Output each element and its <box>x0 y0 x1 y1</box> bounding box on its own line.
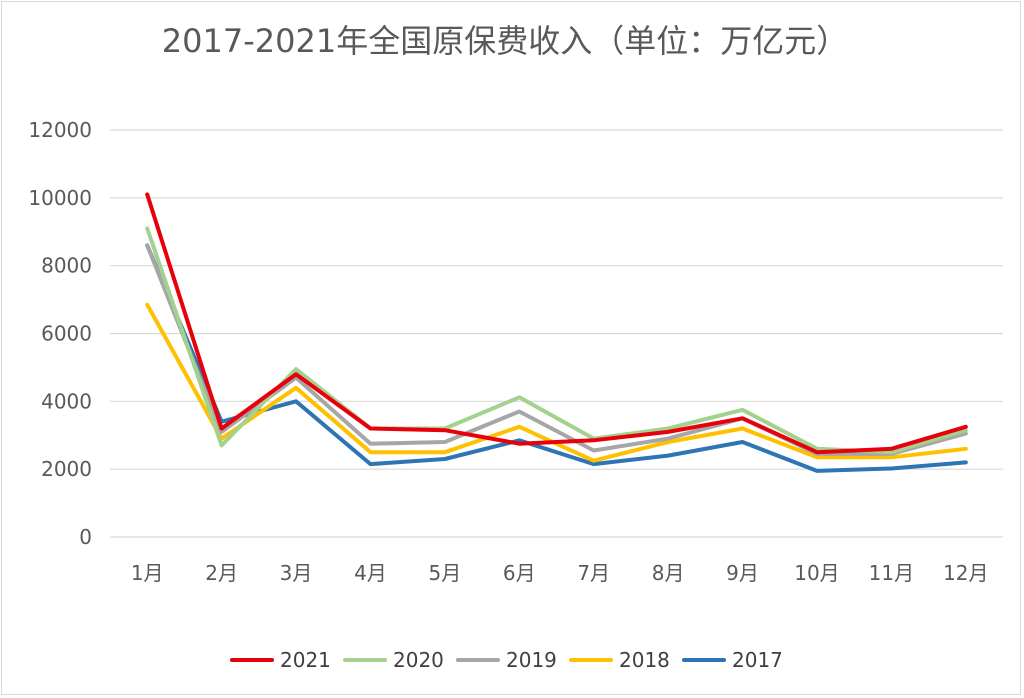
series-lines <box>145 192 968 473</box>
y-tick-label: 0 <box>79 525 92 549</box>
x-tick-label: 4月 <box>354 561 387 585</box>
x-tick-label: 10月 <box>794 561 839 585</box>
y-tick-label: 12000 <box>28 118 92 142</box>
grid-lines <box>110 129 1003 538</box>
series-line-2021 <box>145 192 968 455</box>
x-tick-label: 2月 <box>205 561 238 585</box>
legend-label-2020: 2020 <box>393 648 444 672</box>
legend: 2021 2020 2019 2018 2017 <box>230 648 783 672</box>
x-tick-label: 12月 <box>943 561 988 585</box>
legend-label-2019: 2019 <box>506 648 557 672</box>
series-line-2019 <box>145 243 968 456</box>
chart-title: 2017-2021年全国原保费收入（单位：万亿元） <box>162 22 848 60</box>
y-axis-ticks: 0 2000 4000 6000 8000 10000 12000 <box>28 118 92 549</box>
series-line-2017 <box>145 243 968 473</box>
x-tick-label: 6月 <box>503 561 536 585</box>
x-tick-label: 9月 <box>726 561 759 585</box>
y-tick-label: 8000 <box>41 254 92 278</box>
x-tick-label: 11月 <box>869 561 914 585</box>
x-tick-label: 3月 <box>280 561 313 585</box>
x-tick-label: 5月 <box>429 561 462 585</box>
x-tick-label: 1月 <box>131 561 164 585</box>
series-line-2020 <box>145 226 968 455</box>
y-tick-label: 4000 <box>41 389 92 413</box>
legend-label-2017: 2017 <box>732 648 783 672</box>
x-tick-label: 7月 <box>577 561 610 585</box>
y-tick-label: 2000 <box>41 457 92 481</box>
legend-label-2018: 2018 <box>619 648 670 672</box>
series-line-2018 <box>145 302 968 463</box>
x-axis-ticks: 1月 2月 3月 4月 5月 6月 7月 8月 9月 10月 11月 12月 <box>131 561 989 585</box>
y-tick-label: 10000 <box>28 186 92 210</box>
y-tick-label: 6000 <box>41 322 92 346</box>
legend-label-2021: 2021 <box>280 648 331 672</box>
x-tick-label: 8月 <box>652 561 685 585</box>
